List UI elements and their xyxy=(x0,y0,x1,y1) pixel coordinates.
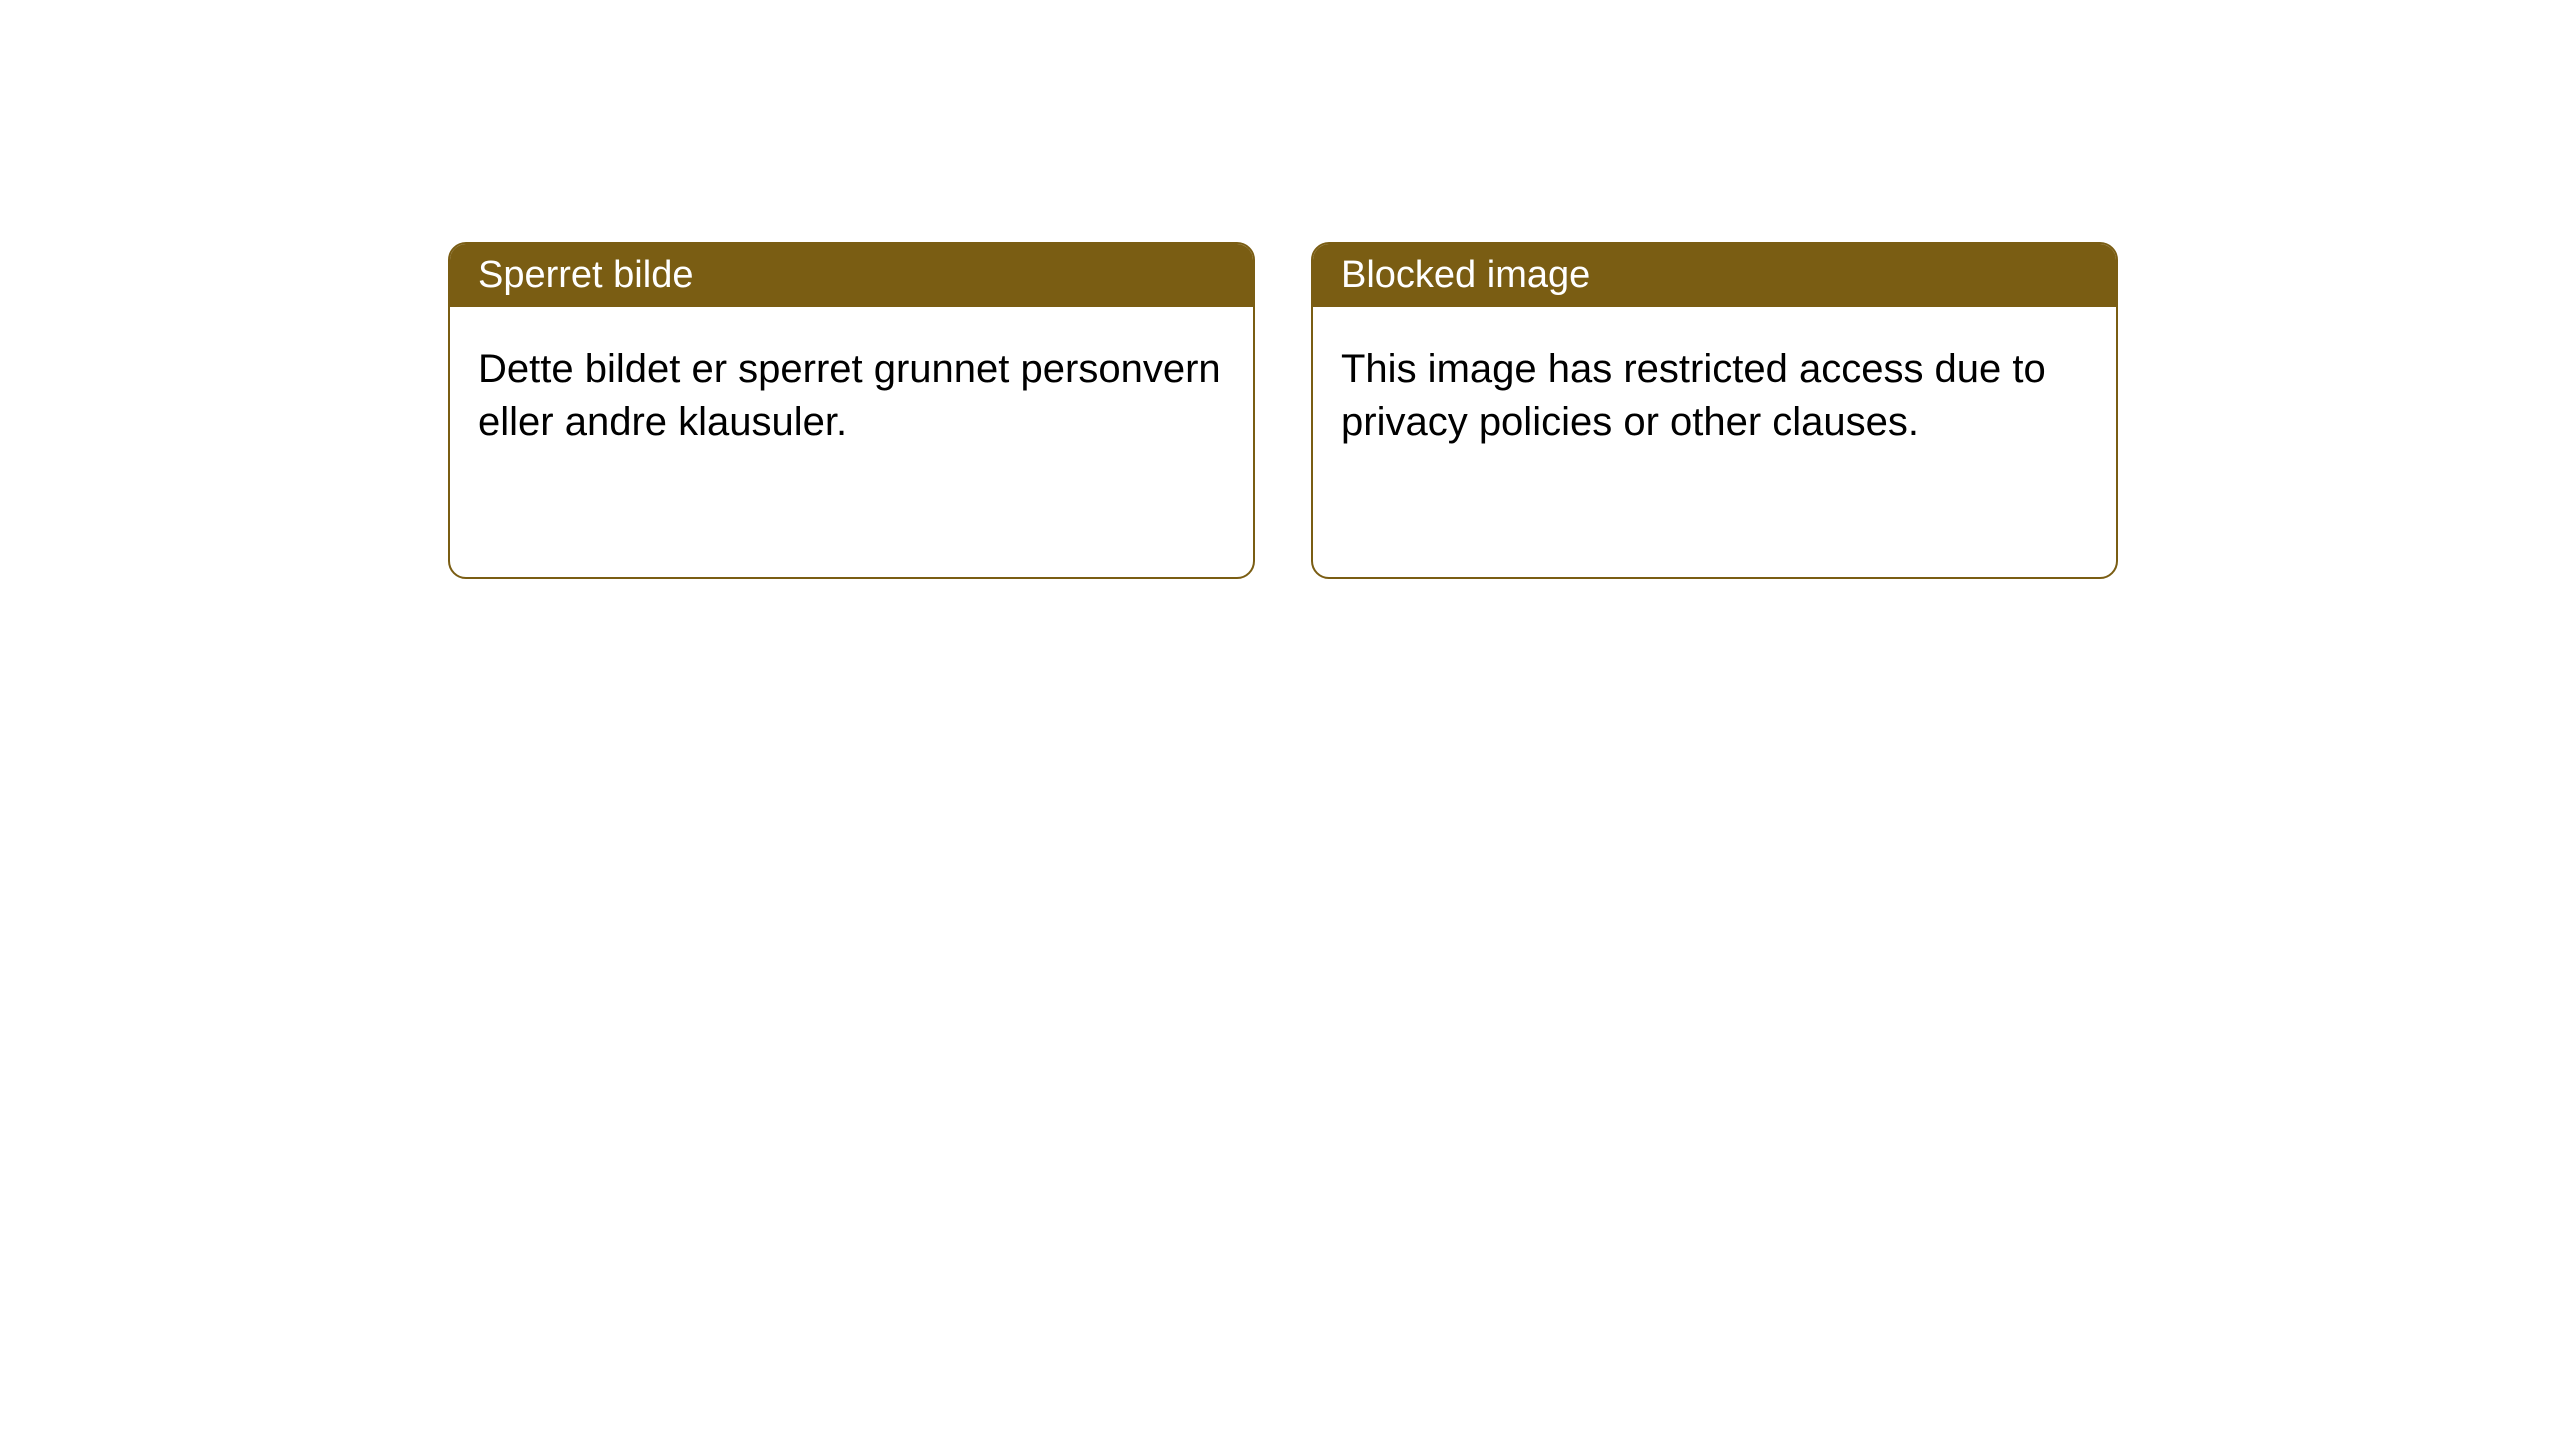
notice-body-text: This image has restricted access due to … xyxy=(1341,347,2046,444)
notice-card-norwegian: Sperret bilde Dette bildet er sperret gr… xyxy=(448,242,1255,579)
notice-header-text: Blocked image xyxy=(1341,254,1590,296)
notice-card-header: Blocked image xyxy=(1313,244,2116,307)
notice-card-body: This image has restricted access due to … xyxy=(1313,307,2116,577)
notice-container: Sperret bilde Dette bildet er sperret gr… xyxy=(0,0,2560,579)
notice-card-header: Sperret bilde xyxy=(450,244,1253,307)
notice-header-text: Sperret bilde xyxy=(478,254,693,296)
notice-card-english: Blocked image This image has restricted … xyxy=(1311,242,2118,579)
notice-body-text: Dette bildet er sperret grunnet personve… xyxy=(478,347,1221,444)
notice-card-body: Dette bildet er sperret grunnet personve… xyxy=(450,307,1253,577)
